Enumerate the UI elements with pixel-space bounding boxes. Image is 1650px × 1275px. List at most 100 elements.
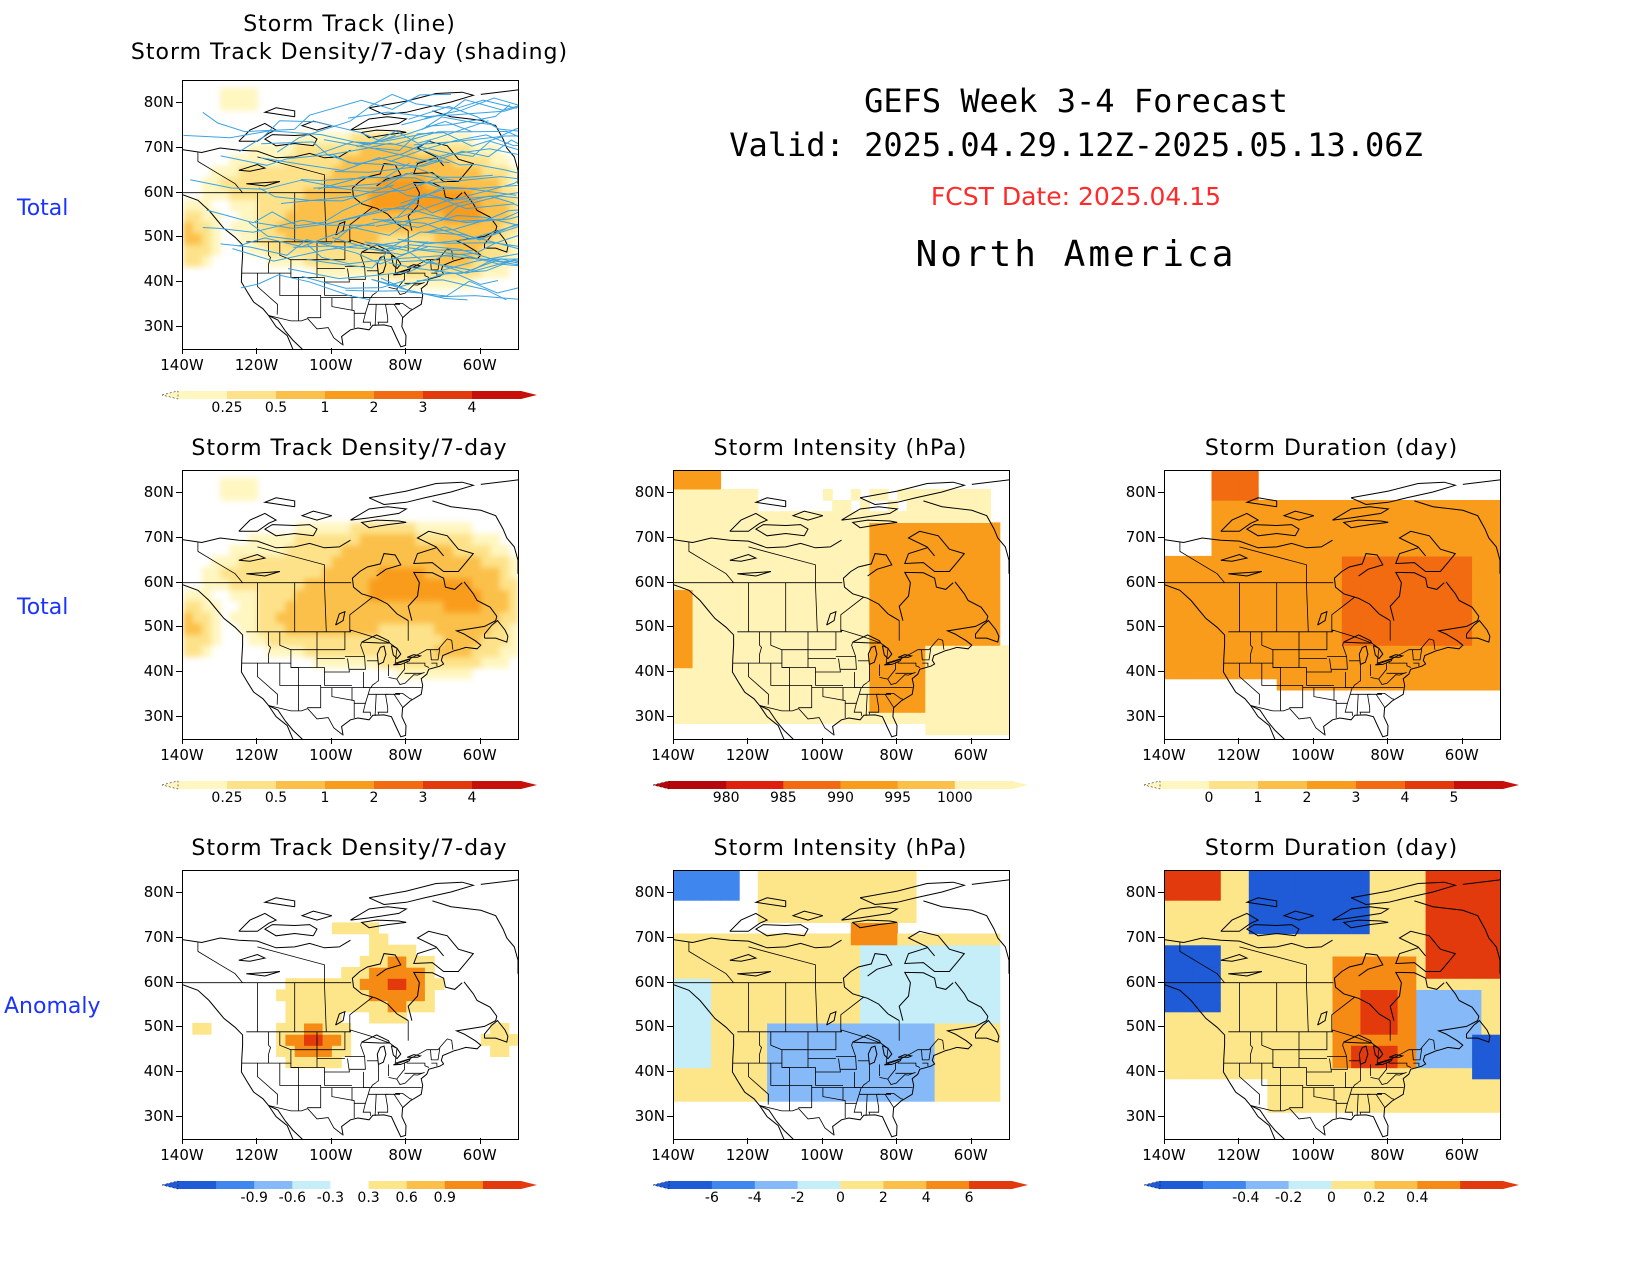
field-cell [1425, 1101, 1436, 1113]
field-cell [1276, 900, 1287, 912]
field-cell [832, 900, 843, 912]
field-cell [701, 645, 712, 657]
field-cell [397, 978, 407, 990]
field-cell [869, 1067, 880, 1080]
field-cell [757, 589, 768, 602]
field-cell [1369, 567, 1380, 579]
field-cell [331, 622, 342, 635]
field-cell [860, 667, 870, 680]
field-cell [795, 533, 805, 546]
field-cell [860, 544, 870, 557]
political-border [840, 996, 865, 1032]
lat-tick-label: 40N [634, 1062, 665, 1080]
field-cell [925, 678, 936, 691]
field-cell [850, 1067, 861, 1080]
field-cell [971, 500, 982, 512]
field-cell [990, 678, 1001, 691]
field-cell [1453, 989, 1464, 1002]
field-cell [229, 165, 240, 178]
field-cell [471, 244, 482, 256]
field-cell [888, 911, 898, 923]
field-cell [1230, 656, 1240, 669]
field-cell [822, 522, 833, 535]
field-cell [443, 544, 454, 557]
field-cell [266, 589, 277, 602]
lon-tick-label: 120W [234, 746, 279, 764]
field-cell [322, 177, 333, 189]
field-cell [1481, 1089, 1492, 1102]
field-cell [1220, 989, 1231, 1002]
field-cell [729, 1022, 740, 1035]
field-cell [1304, 578, 1315, 590]
storm-track-line [331, 142, 518, 174]
field-cell [322, 221, 333, 234]
field-cell [1165, 578, 1175, 590]
political-border [1280, 685, 1304, 711]
field-cell [692, 678, 703, 691]
lat-tick-label: 50N [634, 1017, 665, 1036]
field-cell [508, 622, 518, 635]
field-cell [387, 544, 398, 557]
field-cell [1267, 967, 1278, 979]
field-cell [1462, 900, 1473, 912]
field-cell [1481, 888, 1492, 901]
field-cell [387, 221, 398, 234]
field-cell [266, 255, 277, 267]
field-cell [757, 578, 768, 590]
field-cell [785, 900, 796, 912]
political-border [851, 1041, 856, 1057]
field-cell [1211, 900, 1222, 912]
field-cell [962, 656, 973, 669]
field-cell [1379, 634, 1389, 646]
field-cell [990, 712, 1001, 724]
field-cell [729, 678, 740, 691]
coastline [904, 930, 966, 972]
field-cell [683, 888, 694, 901]
field-cell [1323, 1089, 1334, 1102]
field-cell [1490, 989, 1500, 1002]
field-cell [499, 555, 510, 568]
field-cell [1165, 1067, 1175, 1080]
field-cell [1267, 1022, 1278, 1035]
field-cell [1332, 1089, 1343, 1102]
field-cell [1239, 611, 1250, 624]
field-cell [322, 199, 333, 212]
field-cell [1444, 578, 1455, 590]
field-cell [1304, 1034, 1315, 1046]
field-cell [841, 689, 852, 702]
field-cell [294, 578, 305, 590]
field-cell [925, 955, 936, 968]
field-cell [739, 1078, 749, 1091]
field-cell [1434, 978, 1445, 990]
field-cell [1295, 645, 1306, 657]
field-cell [888, 1022, 898, 1035]
political-border [688, 942, 734, 983]
field-cell [294, 165, 305, 178]
field-cell [359, 567, 370, 579]
field-cell [378, 244, 389, 256]
field-cell [1295, 1034, 1306, 1046]
field-cell [888, 600, 898, 613]
field-cell [1332, 622, 1343, 635]
field-cell [341, 266, 352, 279]
field-cell [1472, 645, 1482, 657]
field-cell [757, 989, 768, 1002]
political-border [279, 631, 292, 651]
coastline [897, 654, 914, 658]
field-cell [276, 578, 286, 590]
field-cell [729, 967, 740, 979]
field-cell [1323, 645, 1334, 657]
coastline [1165, 937, 1333, 949]
field-cell [925, 1022, 936, 1035]
field-cell [869, 511, 880, 523]
political-border [368, 303, 412, 310]
field-cell [1416, 1011, 1427, 1024]
field-cell [795, 656, 805, 669]
field-cell [1258, 522, 1268, 535]
lat-tick-label: 60N [1125, 972, 1156, 991]
field-cell [711, 611, 722, 624]
field-cell [822, 667, 833, 680]
field-cell [406, 522, 417, 535]
lat-tick [667, 671, 673, 672]
field-cell [238, 87, 249, 100]
